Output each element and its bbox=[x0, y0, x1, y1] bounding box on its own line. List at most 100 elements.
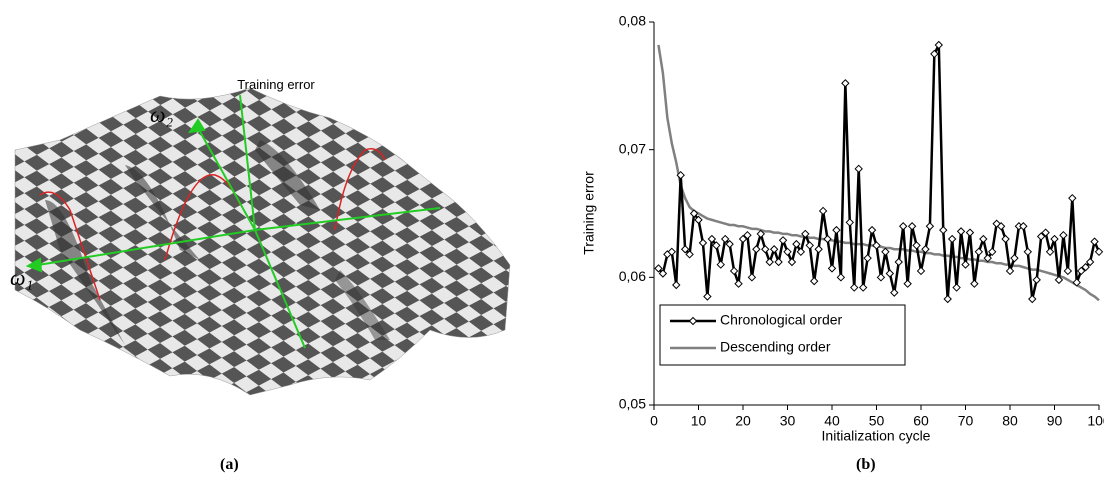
y-tick-label: 0,05 bbox=[619, 396, 646, 412]
point-marker bbox=[801, 229, 810, 239]
vertical-axis-label: Training error bbox=[237, 77, 315, 92]
point-marker bbox=[765, 257, 774, 267]
point-marker bbox=[743, 230, 752, 240]
omega-1-label: ω₁ bbox=[10, 265, 33, 290]
point-marker bbox=[872, 241, 881, 250]
point-marker bbox=[1005, 266, 1015, 276]
point-marker bbox=[654, 264, 663, 273]
hump-shadow bbox=[125, 165, 200, 260]
point-marker bbox=[734, 279, 743, 288]
point-marker bbox=[858, 283, 868, 292]
series-line bbox=[657, 44, 1100, 302]
x-tick-label: 100 bbox=[1087, 413, 1104, 429]
point-marker bbox=[1032, 275, 1041, 285]
point-marker bbox=[1010, 253, 1019, 263]
point-marker bbox=[698, 238, 708, 248]
caption-b: (b) bbox=[856, 456, 876, 473]
point-marker bbox=[663, 250, 672, 259]
point-marker bbox=[827, 264, 837, 273]
point-marker bbox=[1014, 222, 1024, 231]
hump-shadow bbox=[45, 200, 125, 345]
x-tick-label: 0 bbox=[650, 413, 658, 429]
point-marker bbox=[725, 239, 734, 249]
point-marker bbox=[1072, 278, 1081, 287]
axes bbox=[25, 94, 441, 349]
point-marker bbox=[672, 280, 681, 290]
point-marker bbox=[1023, 247, 1033, 257]
x-tick-label: 40 bbox=[824, 413, 840, 429]
legend-box bbox=[659, 304, 906, 366]
x-tick-label: 80 bbox=[1002, 413, 1018, 429]
point-marker bbox=[680, 245, 690, 254]
point-marker bbox=[774, 257, 783, 267]
point-marker bbox=[965, 228, 975, 237]
ridge-curve bbox=[39, 191, 101, 301]
surface bbox=[14, 87, 511, 396]
ridge-curve bbox=[334, 148, 386, 231]
point-marker bbox=[752, 245, 761, 254]
point-marker bbox=[1036, 232, 1046, 241]
y-tick-label: 0,07 bbox=[619, 140, 646, 156]
point-marker bbox=[1001, 234, 1010, 244]
legend-marker bbox=[688, 316, 698, 326]
hump-shadow bbox=[255, 140, 320, 210]
legend-label: Descending order bbox=[720, 339, 831, 355]
point-marker bbox=[792, 239, 801, 249]
point-marker bbox=[956, 227, 966, 236]
point-marker bbox=[729, 266, 739, 276]
point-marker bbox=[912, 241, 921, 250]
point-marker bbox=[805, 241, 814, 250]
point-marker bbox=[676, 170, 685, 180]
point-marker bbox=[1085, 257, 1095, 267]
point-marker bbox=[907, 222, 917, 231]
point-marker bbox=[903, 279, 912, 288]
point-marker bbox=[712, 241, 721, 250]
point-marker bbox=[694, 215, 703, 225]
point-marker bbox=[845, 218, 855, 227]
point-marker bbox=[947, 234, 957, 244]
point-marker bbox=[1081, 262, 1090, 272]
point-marker bbox=[747, 273, 757, 282]
point-marker bbox=[761, 245, 770, 254]
caption-a: (a) bbox=[220, 456, 239, 473]
y-tick-label: 0,08 bbox=[619, 13, 646, 29]
point-marker bbox=[974, 247, 984, 257]
point-marker bbox=[841, 79, 850, 88]
point-marker bbox=[832, 225, 841, 235]
x-tick-label: 70 bbox=[958, 413, 974, 429]
point-marker bbox=[787, 257, 797, 267]
point-marker bbox=[658, 269, 668, 278]
point-marker bbox=[952, 283, 961, 292]
y-axis-title: Training error bbox=[581, 171, 597, 255]
point-marker bbox=[1045, 247, 1055, 257]
point-marker bbox=[916, 266, 926, 276]
point-marker bbox=[818, 206, 828, 216]
point-marker bbox=[881, 247, 890, 257]
point-marker bbox=[943, 294, 952, 304]
series-line bbox=[657, 43, 1101, 301]
point-marker bbox=[992, 219, 1001, 228]
point-marker bbox=[970, 279, 979, 288]
point-marker bbox=[925, 222, 935, 231]
point-marker bbox=[738, 234, 748, 244]
point-marker bbox=[707, 234, 717, 244]
point-marker bbox=[961, 260, 970, 269]
point-marker bbox=[890, 288, 899, 297]
point-marker bbox=[876, 273, 886, 282]
point-marker bbox=[796, 247, 806, 257]
point-marker bbox=[987, 247, 997, 257]
point-marker bbox=[716, 260, 725, 269]
point-marker bbox=[1090, 237, 1099, 246]
point-marker bbox=[756, 229, 766, 239]
point-marker bbox=[1094, 247, 1104, 257]
x-tick-label: 10 bbox=[691, 413, 707, 429]
point-marker bbox=[898, 222, 908, 231]
point-marker bbox=[836, 273, 846, 282]
point-marker bbox=[1019, 222, 1028, 231]
x-tick-label: 90 bbox=[1047, 413, 1063, 429]
point-marker bbox=[769, 245, 779, 254]
point-marker bbox=[894, 257, 903, 267]
point-marker bbox=[703, 292, 712, 301]
point-marker bbox=[983, 253, 992, 263]
